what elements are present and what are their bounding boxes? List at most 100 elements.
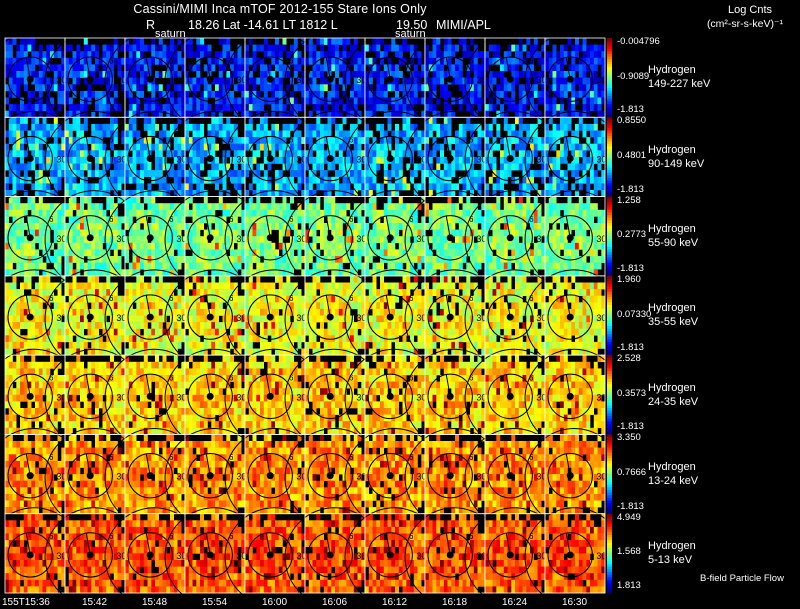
ring-label: 30 [416,75,426,85]
ring-label: 30 [356,551,366,561]
arc-label: 6 [109,56,114,65]
panel-r6-c7: 30 6 [404,507,504,607]
ring-label: 30 [116,155,126,165]
arc-label: 6 [289,215,294,224]
ring-label: 30 [116,392,126,402]
ring-label: 30 [176,234,186,244]
arc-label: 6 [469,294,474,303]
ring-label: 30 [476,75,486,85]
r-label: R [146,18,156,32]
time-tick: 16:00 [262,597,288,608]
arc-label: 6 [229,374,234,383]
panel-r3-c3: 30 6 [164,269,264,369]
colorbar-tick-min: -1.813 [617,262,644,274]
ring-label: 30 [56,551,66,561]
ring-label: 30 [476,551,486,561]
ring-label: 30 [56,234,66,244]
ring-label: 30 [236,75,246,85]
ring-label: 30 [176,392,186,402]
row-label: Hydrogen 90-149 keV [648,143,704,171]
panel-r5-c9: 30 6 [524,428,624,528]
time-tick: 155T15:36 [2,597,50,608]
arc-label: 6 [349,374,354,383]
colorbar-tick-max: 0.8550 [617,115,647,127]
time-tick: 16:18 [442,597,468,608]
arc-label: 6 [49,453,54,462]
colorbar-tick-mid: 0.7666 [617,467,647,479]
ring-label: 30 [296,551,306,561]
panel-r2-c3: 30 6 [164,190,264,290]
colorbar-tick-min: -1.813 [617,500,644,512]
arc-label: 6 [229,294,234,303]
arc-label: 6 [469,453,474,462]
panel-r0-c3: 30 6 [164,31,264,131]
arc-label: 6 [109,374,114,383]
ring-label: 30 [596,155,606,165]
colorbar-r2 [607,196,612,277]
panel-r5-c0: 30 6 [0,428,84,528]
panel-r1-c3: 30 6 [164,110,264,211]
units-title: Log Cnts [727,4,773,16]
arc-label: 6 [469,136,474,145]
arc-label: 6 [49,215,54,224]
flow-legend-label: B-field Particle Flow [700,573,784,584]
arc-label: 6 [169,453,174,462]
ring-label: 30 [536,75,546,85]
arc-label: 6 [349,215,354,224]
panel-r0-c9: 30 6 [524,31,624,131]
colorbar-tick-max: 1.960 [617,273,641,285]
colorbar-r0 [607,38,612,118]
colorbar-tick-max: 1.258 [617,194,641,206]
saturn-label: saturn [395,28,426,40]
colorbar-tick-max: 3.350 [617,432,641,444]
arc-label: 6 [109,294,114,303]
colorbar-tick-mid: 0.3573 [617,387,647,399]
energy-label: 90-149 keV [648,157,705,170]
ring-label: 30 [356,234,366,244]
ring-label: 30 [116,472,126,482]
arc-label: 6 [289,453,294,462]
panel-r3-c0: 30 6 [0,269,84,369]
arc-label: 6 [529,56,534,65]
time-tick: 15:54 [202,597,228,608]
ring-label: 30 [116,75,126,85]
colorbar-r4 [607,355,612,435]
ring-label: 30 [356,392,366,402]
colorbar-tick-mid: 0.2773 [617,229,647,241]
ring-label: 30 [236,234,246,244]
ring-label: 30 [476,155,486,165]
time-tick: 16:30 [562,597,588,608]
ring-label: 30 [416,472,426,482]
time-tick: 16:06 [322,597,348,608]
energy-label: 24-35 keV [648,395,699,408]
ring-label: 30 [176,155,186,165]
ring-label: 30 [476,392,486,402]
ring-label: 30 [536,551,546,561]
panel-r5-c7: 30 6 [404,428,504,528]
row-label: Hydrogen 5-13 keV [648,539,696,567]
ring-label: 30 [296,75,306,85]
panel-r5-c2: 30 6 [104,428,204,528]
ring-label: 30 [416,551,426,561]
panel-r1-c6: 30 6 [344,110,444,211]
arc-label: 6 [49,374,54,383]
time-tick: 15:48 [142,597,168,608]
arc-label: 6 [349,532,354,541]
panel-r0-c4: 30 6 [224,31,324,131]
ring-label: 30 [56,155,66,165]
ring-label: 30 [116,551,126,561]
ring-label: 30 [536,472,546,482]
time-tick: 16:24 [502,597,528,608]
species-label: Hydrogen [648,540,696,553]
panel-r0-c5: 30 6 [284,31,384,131]
panel-r5-c8: 30 6 [464,428,564,528]
row-label: Hydrogen 149-227 keV [648,63,710,91]
position-readout: 18.26 Lat -14.61 LT 1812 L [188,18,338,32]
ring-label: 30 [596,392,606,402]
ring-label: 30 [296,234,306,244]
panel-r6-c1: 30 6 [44,507,144,607]
panel-r1-c9: 30 6 [524,110,624,211]
panel-r5-c1: 30 6 [44,428,144,528]
arc-label: 6 [349,453,354,462]
arc-label: 6 [169,374,174,383]
